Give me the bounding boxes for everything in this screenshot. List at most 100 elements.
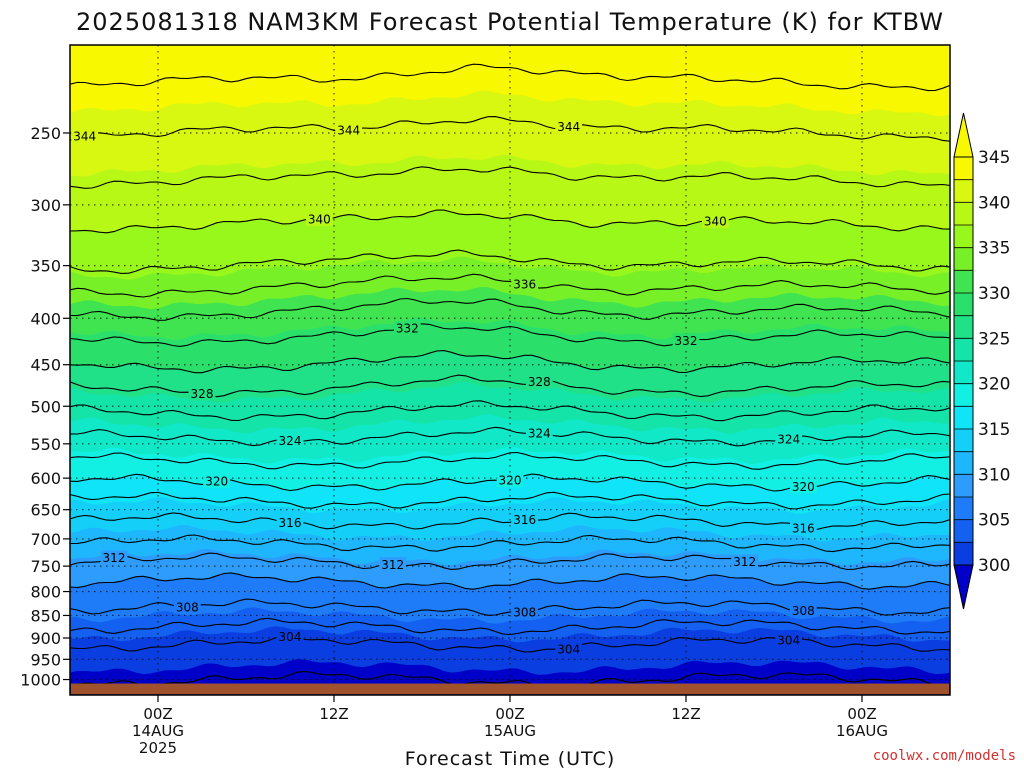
y-tick-label: 350: [30, 257, 61, 276]
contour-label: 312: [381, 558, 404, 572]
colorbar-tick-label: 325: [978, 329, 1010, 349]
x-tick-label: 12Z: [671, 705, 700, 723]
contour-line: [70, 166, 950, 189]
contour-label: 336: [513, 278, 536, 292]
contour-label-bg: [511, 604, 539, 619]
contour-line: [70, 116, 950, 142]
colorbar-tick-label: 335: [978, 239, 1010, 259]
colorbar-swatch: [954, 383, 973, 407]
contour-line: [70, 273, 950, 298]
pressure-axis: 250 300 350 400 450 500 550 600 650 700 750 800 850 9…: [20, 124, 70, 690]
y-tick-label: 500: [30, 397, 61, 416]
contour-line: [70, 552, 950, 571]
contour-line: [70, 63, 950, 92]
x-tick-label: 15AUG: [484, 722, 536, 740]
contour-label-bg: [525, 374, 553, 389]
colorbar-swatch: [954, 406, 973, 430]
contour-line: [70, 635, 950, 653]
contour-label-bg: [789, 603, 817, 618]
colorbar-swatch: [954, 474, 973, 498]
contour-line: [70, 249, 950, 274]
colorbar-tick-label: 300: [978, 556, 1010, 576]
x-axis-label: Forecast Time (UTC): [405, 748, 615, 768]
chart-title: 2025081318 NAM3KM Forecast Potential Tem…: [76, 8, 944, 36]
contour-label: 316: [513, 513, 536, 527]
x-tick-label: 16AUG: [836, 722, 888, 740]
colorbar-swatch: [954, 270, 973, 294]
contour-label: 340: [308, 213, 331, 227]
y-tick-label: 550: [30, 435, 61, 454]
colorbar-swatch: [954, 338, 973, 362]
colorbar-tick-label: 310: [978, 465, 1010, 485]
contour-label-bg: [775, 431, 803, 446]
contour-label: 324: [528, 426, 551, 440]
contour-label: 308: [176, 600, 199, 614]
contour-label-bg: [701, 214, 729, 229]
colorbar-swatch: [954, 451, 973, 475]
contour-label: 344: [337, 123, 360, 137]
y-tick-label: 400: [30, 309, 61, 328]
contour-label-bg: [173, 599, 201, 614]
contour-line: [70, 491, 950, 510]
y-tick-label: 250: [30, 124, 61, 143]
contour-label: 332: [675, 334, 698, 348]
y-tick-label: 850: [30, 606, 61, 625]
contour-label: 316: [792, 522, 815, 536]
x-tick-label: 00Z: [495, 705, 524, 723]
contour-label: 304: [557, 642, 580, 656]
contour-line: [70, 209, 950, 234]
y-tick-label: 800: [30, 583, 61, 602]
contour-label: 304: [777, 633, 800, 647]
colorbar-swatch: [954, 361, 973, 385]
contour-label-bg: [203, 474, 231, 489]
contour-label-bg: [393, 320, 421, 335]
contour-label: 312: [103, 551, 126, 565]
contour-label-bg: [379, 557, 407, 572]
contour-label-bg: [511, 512, 539, 527]
contour-label: 344: [557, 120, 580, 134]
contour-label-bg: [496, 473, 524, 488]
contour-label-bg: [305, 212, 333, 227]
y-tick-label: 600: [30, 469, 61, 488]
contour-label-bg: [672, 333, 700, 348]
colorbar-tick-label: 340: [978, 193, 1010, 213]
contour-label-bg: [555, 641, 583, 656]
y-tick-label: 650: [30, 501, 61, 520]
colorbar-bottom-arrow: [953, 564, 974, 610]
colorbar-tick-label: 320: [978, 375, 1010, 395]
colorbar-tick-label: 305: [978, 511, 1010, 531]
contour-label-bg: [731, 554, 759, 569]
colorbar-swatch: [954, 497, 973, 521]
credit-text: coolwx.com/models: [873, 748, 1016, 764]
contour-label-bg: [276, 433, 304, 448]
colorbar-swatch: [954, 542, 973, 566]
contour-label: 316: [279, 516, 302, 530]
contour-label-bg: [511, 277, 539, 292]
colorbar: 300 305 310 315 320 325 330 335 340 345: [953, 112, 1010, 610]
contour-label: 344: [73, 130, 96, 144]
x-tick-label: 2025: [139, 739, 177, 757]
x-tick-label: 00Z: [847, 705, 876, 723]
contour-label: 324: [777, 432, 800, 446]
contour-label-bg: [100, 550, 128, 565]
contour-label: 320: [792, 480, 815, 494]
colorbar-swatch: [954, 519, 973, 543]
colorbar-swatch: [954, 179, 973, 203]
contour-label: 320: [499, 474, 522, 488]
x-tick-label: 00Z: [143, 705, 172, 723]
contour-label: 328: [191, 387, 214, 401]
contour-label: 304: [279, 630, 302, 644]
x-tick-label: 12Z: [319, 705, 348, 723]
contour-labels: 344 344 344 340 340 336 332 332 328 328 324 324 324 3…: [71, 119, 817, 656]
contour-label-bg: [525, 425, 553, 440]
colorbar-swatch: [954, 225, 973, 249]
y-tick-label: 900: [30, 629, 61, 648]
contour-label: 324: [279, 434, 302, 448]
contour-label-bg: [276, 515, 304, 530]
colorbar-swatch: [954, 202, 973, 226]
contour-label: 328: [528, 375, 551, 389]
contour-line: [70, 617, 950, 636]
contour-label-bg: [335, 122, 363, 137]
